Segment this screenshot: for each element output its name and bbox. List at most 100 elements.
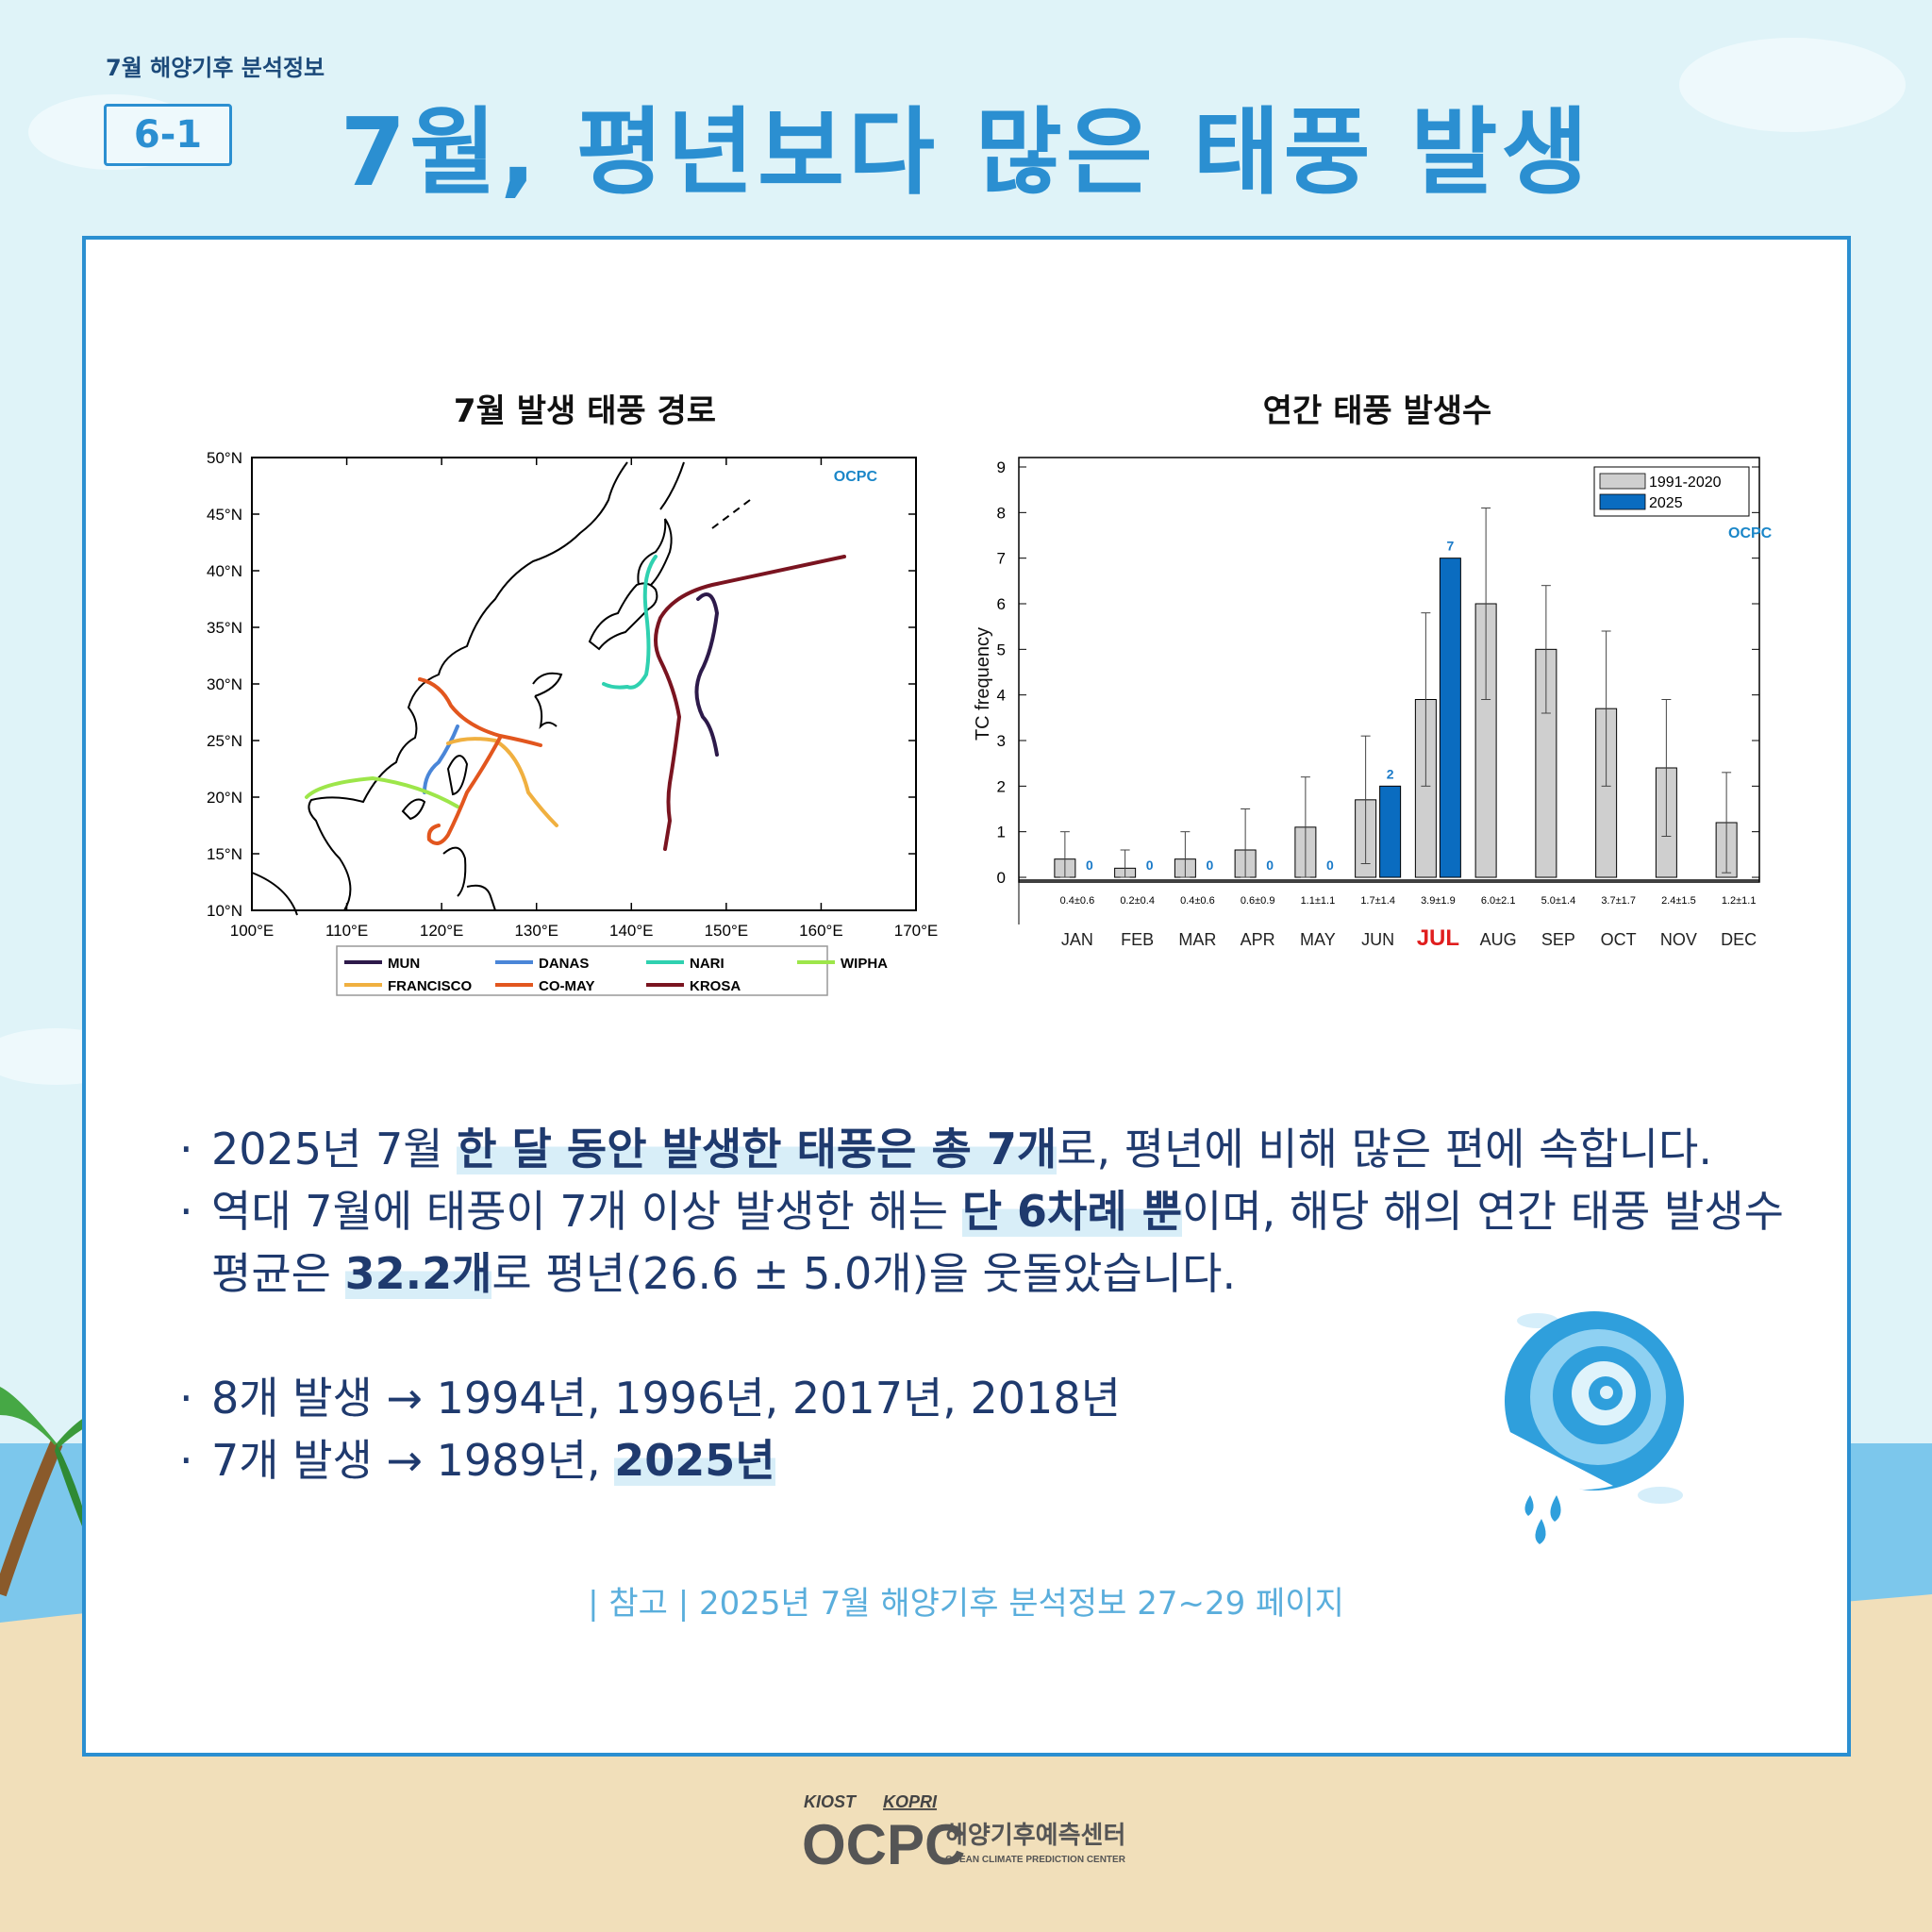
bullet-4: · 7개 발생 → 1989년, 2025년: [179, 1435, 775, 1486]
svg-text:OCEAN CLIMATE PREDICTION CENTE: OCEAN CLIMATE PREDICTION CENTER: [945, 1855, 1126, 1865]
x-tick-label: APR: [1241, 930, 1275, 949]
monthly-tc-bar-chart: TC frequency 0 1 2 3 4 5 6 7 8 9 0 0 0 0 0 2 7 0.4±0.6 J…: [973, 457, 1773, 951]
y-tick-label: 8: [997, 504, 1006, 522]
climatology-label: 6.0±2.1: [1481, 895, 1516, 907]
climatology-label: 0.6±0.9: [1241, 895, 1275, 907]
typhoon-track-map: OCPC 50°N 45°N 40°N 35°N 30°N 25°N 20°N 15°N 10°…: [207, 449, 939, 996]
x-tick-label: MAR: [1178, 930, 1216, 949]
track-krosa: [654, 555, 846, 851]
track-nari: [602, 555, 658, 690]
x-tick-label: JUL: [1417, 925, 1459, 951]
climatology-label: 0.4±0.6: [1180, 895, 1215, 907]
lon-label: 150°E: [705, 922, 749, 940]
reference-note: | 참고 | 2025년 7월 해양기후 분석정보 27~29 페이지: [588, 1585, 1344, 1623]
bar-chart-title: 연간 태풍 발생수: [1262, 392, 1492, 430]
lat-label: 10°N: [207, 902, 242, 920]
climatology-label: 1.1±1.1: [1301, 895, 1336, 907]
bar-legend: 1991-2020 2025: [1593, 466, 1750, 517]
climatology-label: 0.4±0.6: [1060, 895, 1095, 907]
legend-label-1991-2020: 1991-2020: [1649, 475, 1722, 491]
value-label-2025: 0: [1266, 858, 1274, 873]
y-tick-label: 3: [997, 732, 1006, 750]
climatology-label: 1.2±1.1: [1722, 895, 1757, 907]
section-badge: 6-1: [104, 104, 232, 166]
lat-label: 20°N: [207, 789, 242, 807]
x-tick-label: MAY: [1300, 930, 1336, 949]
x-tick-label: NOV: [1660, 930, 1697, 949]
y-tick-label: 4: [997, 687, 1006, 705]
bullet-1: · 2025년 7월 한 달 동안 발생한 태풍은 총 7개로, 평년에 비해 많…: [179, 1124, 1712, 1174]
y-tick-label: 9: [997, 458, 1006, 476]
bar-2025-jul: [1439, 558, 1461, 878]
svg-text:해양기후예측센터: 해양기후예측센터: [945, 1821, 1125, 1849]
map-logo: OCPC: [834, 469, 878, 485]
track-wipha: [305, 775, 459, 808]
climatology-label: 2.4±1.5: [1661, 895, 1696, 907]
y-tick-label: 2: [997, 777, 1006, 795]
climatology-label: 1.7±1.4: [1360, 895, 1395, 907]
y-tick-label: 1: [997, 824, 1006, 841]
value-label-2025: 2: [1387, 766, 1394, 781]
legend-label-2025: 2025: [1649, 495, 1683, 511]
y-tick-label: 5: [997, 641, 1006, 658]
value-label-2025: 7: [1446, 539, 1454, 554]
x-tick-label: DEC: [1721, 930, 1757, 949]
lat-label: 25°N: [207, 732, 242, 750]
svg-text:KIOST: KIOST: [804, 1792, 858, 1811]
lon-label: 170°E: [894, 922, 939, 940]
typhoon-tracks: [305, 555, 846, 851]
lat-label: 50°N: [207, 449, 242, 467]
x-tick-label: AUG: [1480, 930, 1517, 949]
legend-label-wipha: WIPHA: [841, 956, 888, 972]
lon-label: 110°E: [325, 922, 368, 940]
typhoon-icon: [1505, 1311, 1684, 1544]
coastline: [251, 461, 751, 916]
bullet-2: · 역대 7월에 태풍이 7개 이상 발생한 해는 단 6차례 뿐이며, 해당 해…: [179, 1186, 1784, 1237]
bar-2025-jun: [1379, 785, 1402, 878]
x-tick-label: JAN: [1061, 930, 1093, 949]
summary-bullets: · 2025년 7월 한 달 동안 발생한 태풍은 총 7개로, 평년에 비해 많…: [179, 1118, 1784, 1491]
map-chart-title: 7월 발생 태풍 경로: [453, 392, 717, 430]
lon-label: 120°E: [420, 922, 464, 940]
bullet-2-line2: 평균은 32.2개로 평년(26.6 ± 5.0개)을 웃돌았습니다.: [211, 1248, 1237, 1299]
value-label-2025: 0: [1146, 858, 1154, 873]
legend-label-krosa: KROSA: [690, 978, 741, 994]
track-mun: [694, 592, 720, 757]
track-co-may: [418, 677, 542, 845]
legend-swatch-1991-2020: [1599, 473, 1646, 490]
y-tick-label: 6: [997, 595, 1006, 613]
lon-label: 140°E: [609, 922, 654, 940]
page-subtitle: 7월 해양기후 분석정보: [106, 55, 325, 81]
lon-label: 160°E: [799, 922, 843, 940]
value-label-2025: 0: [1086, 858, 1093, 873]
x-tick-label: SEP: [1541, 930, 1575, 949]
climatology-label: 3.9±1.9: [1421, 895, 1456, 907]
value-label-2025: 0: [1326, 858, 1334, 873]
svg-text:KOPRI: KOPRI: [883, 1792, 938, 1811]
legend-label-co-may: CO-MAY: [539, 978, 594, 994]
page-title: 7월, 평년보다 많은 태풍 발생: [340, 97, 1592, 208]
x-tick-label: JUN: [1361, 930, 1394, 949]
bullet-3: · 8개 발생 → 1994년, 1996년, 2017년, 2018년: [179, 1373, 1121, 1424]
y-tick-label: 7: [997, 550, 1006, 568]
ocpc-logo: KIOST KOPRI OCPC 해양기후예측센터 OCEAN CLIMATE …: [802, 1792, 1126, 1876]
lon-label: 130°E: [514, 922, 558, 940]
lon-label: 100°E: [230, 922, 275, 940]
climatology-label: 5.0±1.4: [1541, 895, 1576, 907]
legend-label-francisco: FRANCISCO: [388, 978, 472, 994]
legend-label-mun: MUN: [388, 956, 420, 972]
x-tick-label: FEB: [1121, 930, 1154, 949]
y-tick-label: 0: [997, 869, 1006, 887]
x-tick-label: OCT: [1601, 930, 1637, 949]
lat-label: 30°N: [207, 675, 242, 693]
legend-swatch-2025: [1599, 493, 1646, 510]
legend-label-nari: NARI: [690, 956, 724, 972]
value-label-2025: 0: [1206, 858, 1213, 873]
lat-label: 15°N: [207, 845, 242, 863]
lat-label: 40°N: [207, 562, 242, 580]
bar-chart-logo: OCPC: [1728, 525, 1773, 541]
legend-label-danas: DANAS: [539, 956, 589, 972]
svg-text:OCPC: OCPC: [802, 1813, 965, 1876]
climatology-label: 0.2±0.4: [1120, 895, 1155, 907]
track-danas: [423, 724, 459, 794]
